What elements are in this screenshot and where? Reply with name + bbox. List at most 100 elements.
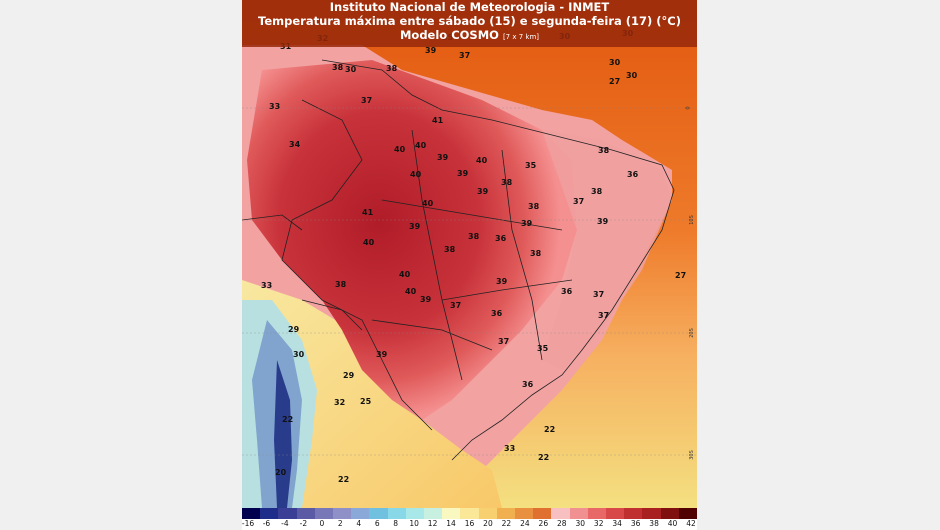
borders — [242, 59, 675, 461]
temperature-label: 38 — [501, 178, 513, 187]
temperature-label: 36 — [491, 309, 503, 318]
color-swatch — [314, 508, 334, 519]
temperature-label: 39 — [420, 295, 432, 304]
lat-label: 0 — [685, 106, 692, 110]
temperature-label: 38 — [444, 245, 456, 254]
temperature-label: 38 — [386, 64, 398, 73]
temperature-label: 30 — [293, 350, 305, 359]
color-swatch — [369, 508, 388, 519]
color-tick-label: 20 — [483, 519, 493, 528]
temperature-label: 36 — [522, 380, 534, 389]
color-swatch — [242, 508, 261, 519]
temperature-label: 33 — [504, 444, 516, 453]
color-tick-label: 22 — [501, 519, 512, 528]
resolution-note: [7 x 7 km] — [502, 33, 540, 41]
color-tick-label: -2 — [299, 519, 308, 528]
temperature-label: 38 — [335, 280, 347, 289]
color-tick-label: 2 — [337, 519, 343, 528]
color-tick-label: 38 — [649, 519, 659, 528]
color-swatch — [333, 508, 352, 519]
temperature-label: 36 — [561, 287, 573, 296]
temperature-label: 27 — [675, 271, 687, 280]
temperature-label: 37 — [498, 337, 510, 346]
color-swatch — [460, 508, 479, 519]
temperature-label: 25 — [360, 397, 372, 406]
temperature-label: 40 — [410, 170, 422, 179]
temperature-label: 36 — [495, 234, 507, 243]
temperature-label: 22 — [544, 425, 556, 434]
temperature-label: 40 — [476, 156, 488, 165]
color-tick-label: 36 — [630, 519, 641, 528]
color-tick-label: 42 — [686, 519, 696, 528]
temperature-label: 33 — [269, 102, 281, 111]
color-swatch — [278, 508, 297, 519]
temperature-label: 39 — [457, 169, 469, 178]
temperature-label: 32 — [334, 398, 346, 407]
map-title: Temperatura máxima entre sábado (15) e s… — [258, 14, 681, 28]
temperature-label: 39 — [496, 277, 508, 286]
color-swatch — [260, 508, 279, 519]
temperature-label: 30 — [345, 65, 357, 74]
color-swatch — [424, 508, 443, 519]
temperature-label: 38 — [598, 146, 610, 155]
temperature-label: 35 — [537, 344, 549, 353]
temperature-label: 39 — [437, 153, 449, 162]
color-swatch — [551, 508, 570, 519]
temperature-label: 39 — [425, 46, 437, 55]
temperature-label: 20 — [275, 468, 287, 477]
temperature-label: 37 — [598, 311, 610, 320]
temperature-label: 29 — [343, 371, 355, 380]
color-tick-label: 40 — [667, 519, 678, 528]
lat-label: 10S — [688, 215, 695, 225]
color-swatch — [296, 508, 315, 519]
map-header: Instituto Nacional de Meteorologia - INM… — [242, 0, 697, 47]
temperature-label: 38 — [591, 187, 603, 196]
color-swatch — [606, 508, 625, 519]
color-swatch — [442, 508, 461, 519]
color-swatch — [515, 508, 534, 519]
temperature-label: 30 — [609, 58, 621, 67]
color-swatch — [642, 508, 661, 519]
temperature-label: 39 — [376, 350, 388, 359]
temperature-label: 33 — [261, 281, 273, 290]
temperature-label: 35 — [525, 161, 537, 170]
color-swatch — [533, 508, 552, 519]
temperature-label: 41 — [362, 208, 374, 217]
color-tick-label: 34 — [612, 519, 622, 528]
color-swatch — [387, 508, 406, 519]
temperature-map — [242, 0, 697, 508]
color-swatch — [587, 508, 607, 519]
temperature-label: 38 — [468, 232, 480, 241]
temperature-label: 41 — [432, 116, 444, 125]
temperature-label: 39 — [477, 187, 489, 196]
color-tick-label: -16 — [242, 519, 255, 528]
temperature-label: 37 — [593, 290, 605, 299]
color-tick-label: 8 — [393, 519, 399, 528]
temperature-label: 29 — [288, 325, 300, 334]
temperature-label: 37 — [459, 51, 471, 60]
temperature-label: 40 — [405, 287, 417, 296]
institute-title: Instituto Nacional de Meteorologia - INM… — [329, 0, 610, 14]
color-tick-label: 4 — [356, 519, 362, 528]
color-tick-label: 24 — [520, 519, 530, 528]
color-swatch — [624, 508, 643, 519]
hot-interior — [247, 60, 577, 420]
color-tick-label: 28 — [557, 519, 567, 528]
color-swatch — [660, 508, 679, 519]
temperature-label: 36 — [627, 170, 639, 179]
color-tick-label: 12 — [427, 519, 438, 528]
color-swatch — [569, 508, 588, 519]
color-tick-label: 10 — [409, 519, 419, 528]
temperature-label: 40 — [394, 145, 406, 154]
temperature-label: 37 — [450, 301, 462, 310]
temperature-label: 27 — [609, 77, 621, 86]
color-tick-label: 0 — [319, 519, 325, 528]
temperature-label: 40 — [422, 199, 434, 208]
color-tick-label: 6 — [374, 519, 380, 528]
temperature-label: 38 — [528, 202, 540, 211]
color-tick-label: 16 — [464, 519, 475, 528]
color-swatch — [351, 508, 370, 519]
map-frame: Instituto Nacional de Meteorologia - INM… — [242, 0, 697, 530]
color-tick-label: 14 — [446, 519, 456, 528]
model-name: Modelo COSMO [7 x 7 km] — [399, 28, 540, 42]
